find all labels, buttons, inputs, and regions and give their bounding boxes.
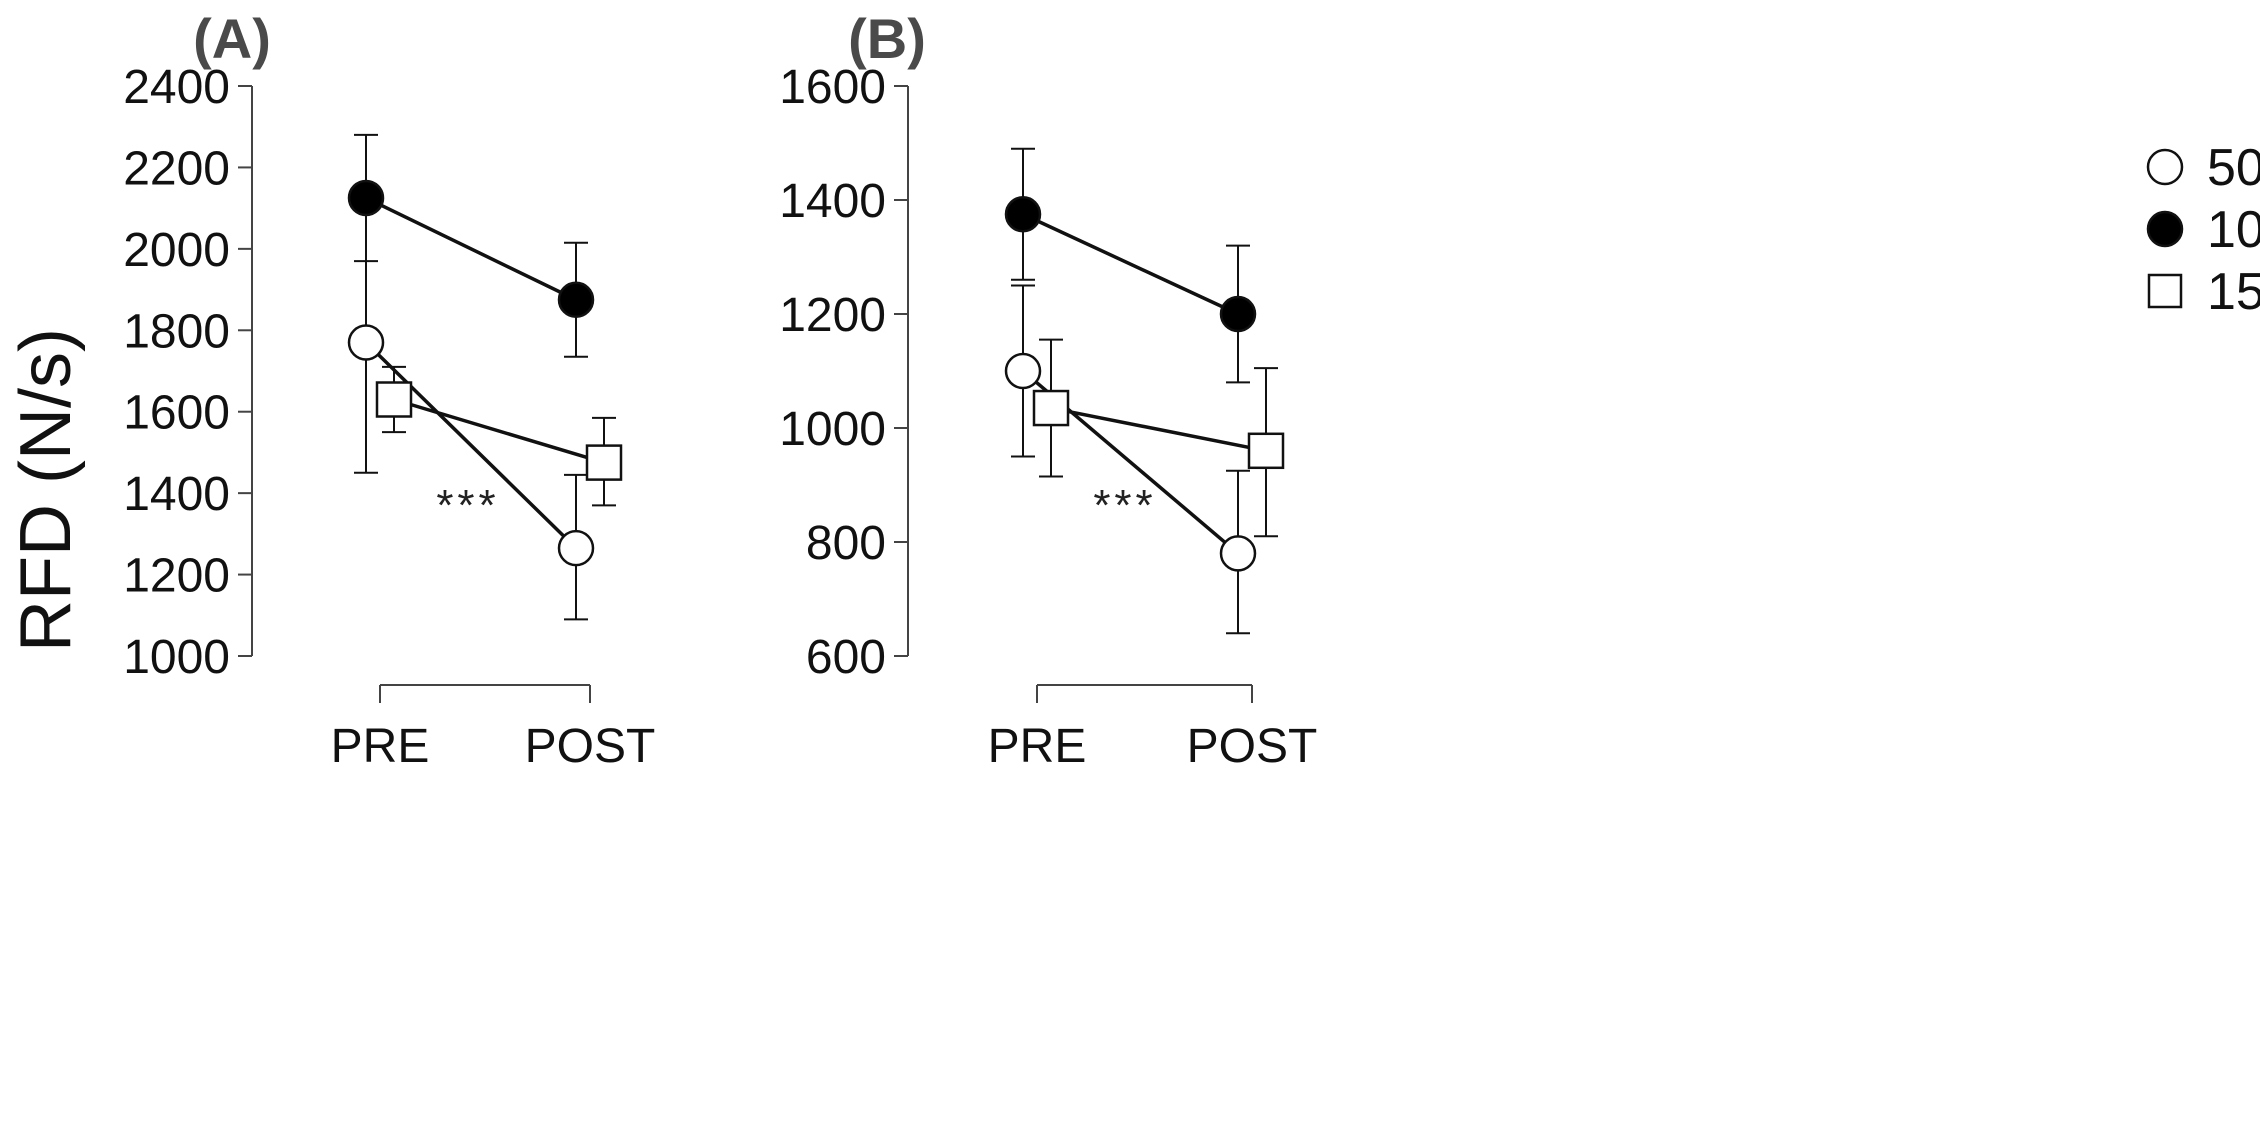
point-100 bbox=[557, 281, 595, 318]
y-tick-label: 800 bbox=[806, 517, 886, 570]
y-tick-label: 1600 bbox=[779, 61, 886, 114]
point-100 bbox=[1004, 196, 1042, 233]
y-axis-label: RFD (N/s) bbox=[6, 328, 86, 652]
panel-label: (A) bbox=[193, 7, 271, 70]
panel-a: (A) 1000 1200 1400 1600 1800 2000 2200 2400 PRE PO… bbox=[123, 7, 655, 773]
legend-label: 50 bbox=[2207, 139, 2260, 197]
legend: 50100150 bbox=[2146, 139, 2260, 321]
point-50 bbox=[347, 324, 385, 361]
point-50 bbox=[1004, 352, 1042, 390]
circle-open-icon bbox=[2146, 148, 2184, 186]
significance-annotation: *** bbox=[436, 481, 499, 530]
series-line-150 bbox=[1050, 406, 1267, 453]
point-50 bbox=[1219, 535, 1257, 572]
y-tick-label: 1200 bbox=[779, 289, 886, 342]
point-50 bbox=[557, 529, 595, 567]
circle-filled-icon bbox=[2146, 210, 2184, 248]
point-100 bbox=[1219, 295, 1257, 333]
series-line-100 bbox=[365, 196, 577, 302]
x-tick-label: PRE bbox=[331, 720, 430, 773]
panel-b: (B) 600 800 1000 1200 1400 1600 PRE POST *** bbox=[779, 7, 1317, 773]
y-tick-label: 1000 bbox=[779, 403, 886, 456]
x-tick-label: PRE bbox=[988, 720, 1087, 773]
series-line-150 bbox=[393, 397, 605, 465]
y-tick-label: 600 bbox=[806, 631, 886, 684]
y-tick-label: 1800 bbox=[123, 305, 230, 358]
panel-label: (B) bbox=[848, 7, 926, 70]
y-tick-label: 1000 bbox=[123, 631, 230, 684]
y-tick-label: 1400 bbox=[123, 468, 230, 521]
legend-label: 150 bbox=[2207, 263, 2260, 321]
legend-label: 100 bbox=[2207, 201, 2260, 259]
y-tick-label: 1200 bbox=[123, 550, 230, 603]
x-tick-label: POST bbox=[1187, 720, 1318, 773]
square-open-icon bbox=[2147, 273, 2183, 309]
point-150 bbox=[585, 444, 623, 481]
y-tick-label: 1400 bbox=[779, 175, 886, 228]
point-100 bbox=[347, 179, 385, 217]
series-line-50 bbox=[364, 341, 578, 550]
point-150 bbox=[375, 381, 413, 418]
series-line-100 bbox=[1022, 212, 1239, 316]
y-tick-label: 2000 bbox=[123, 224, 230, 277]
y-tick-label: 1600 bbox=[123, 387, 230, 440]
y-tick-label: 2400 bbox=[123, 61, 230, 114]
point-150 bbox=[1247, 432, 1285, 470]
x-tick-label: POST bbox=[525, 720, 656, 773]
y-tick-label: 2200 bbox=[123, 142, 230, 195]
significance-annotation: *** bbox=[1093, 481, 1156, 530]
point-150 bbox=[1032, 389, 1070, 427]
